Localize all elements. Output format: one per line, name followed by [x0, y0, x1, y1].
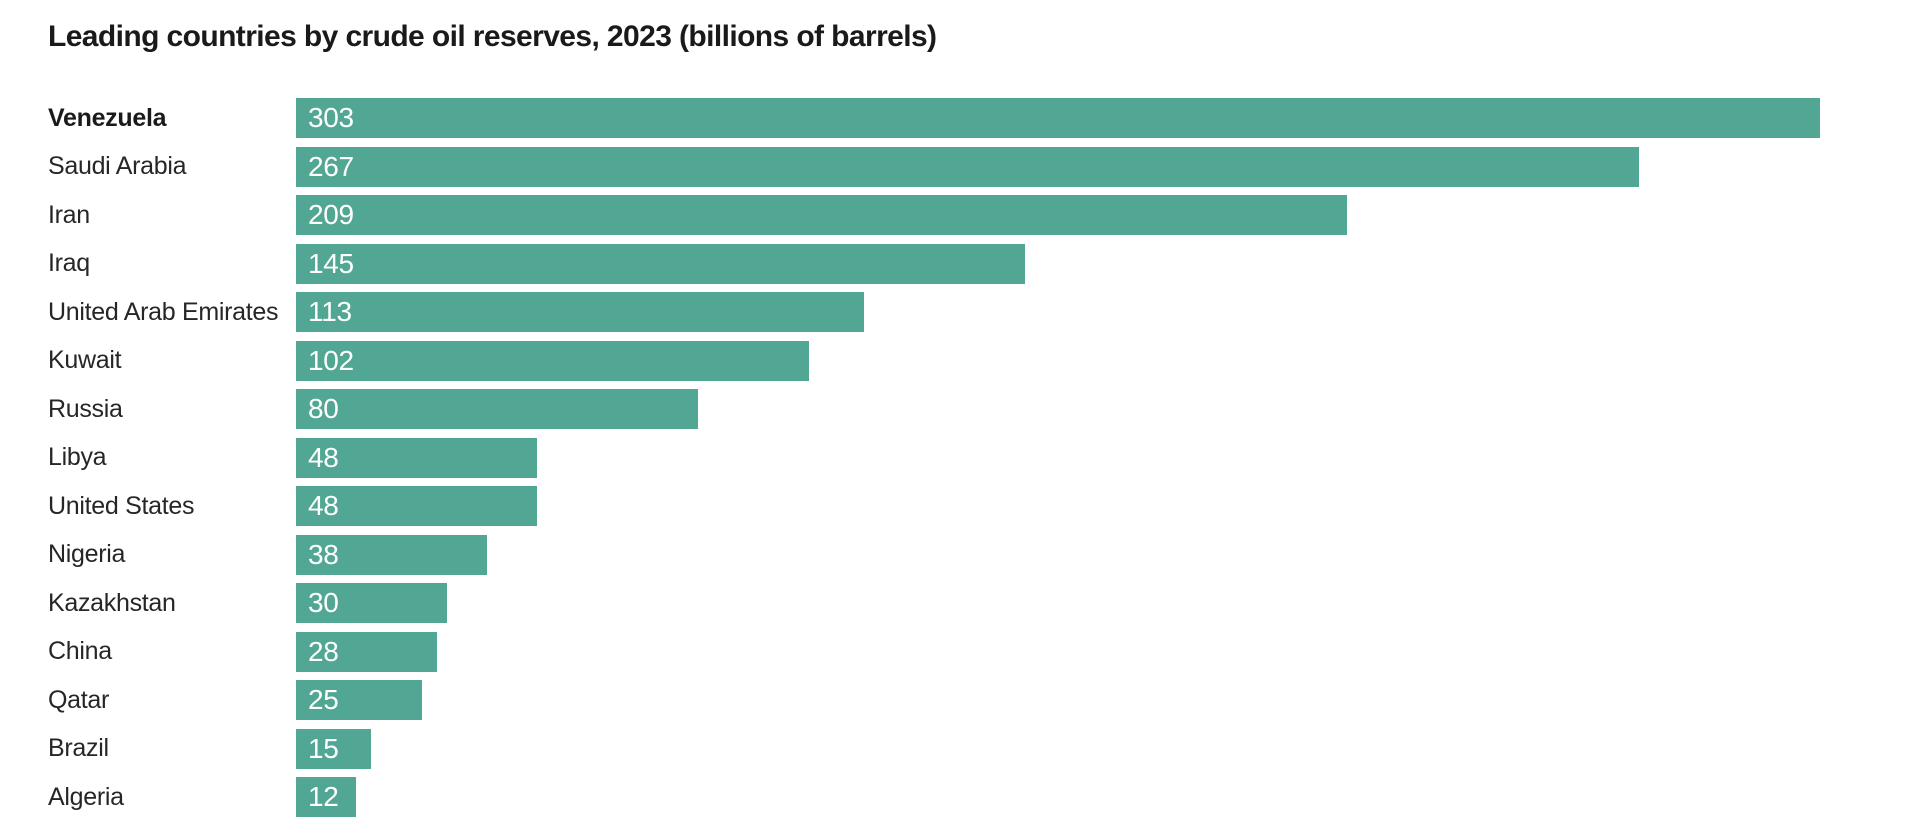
- value-label: 113: [308, 296, 352, 327]
- chart-row: China 28: [0, 631, 1922, 672]
- chart-row: United Arab Emirates 113: [0, 292, 1922, 332]
- value-label: 25: [308, 684, 339, 715]
- chart-row: Iran 209: [0, 195, 1922, 235]
- chart-row: Qatar 25: [0, 680, 1922, 720]
- bar: 48: [296, 486, 538, 526]
- chart-row: Russia 80: [0, 389, 1922, 429]
- chart-row: Kuwait 102: [0, 340, 1922, 381]
- chart-title: Leading countries by crude oil reserves,…: [48, 20, 937, 53]
- value-label: 209: [308, 199, 354, 230]
- bar: 12: [296, 777, 357, 817]
- category-label: Brazil: [48, 734, 109, 762]
- value-label: 303: [308, 102, 354, 133]
- chart-row: Venezuela 303: [0, 98, 1922, 138]
- category-label: China: [48, 637, 112, 665]
- bar: 38: [296, 534, 488, 575]
- value-label: 48: [308, 490, 339, 521]
- chart-row: Algeria 12: [0, 777, 1922, 817]
- category-label: Saudi Arabia: [48, 152, 187, 180]
- category-label: Algeria: [48, 782, 124, 811]
- chart-row: Saudi Arabia 267: [0, 146, 1922, 187]
- chart-row: Iraq 145: [0, 243, 1922, 284]
- category-label: Nigeria: [48, 540, 126, 568]
- bar: 80: [296, 389, 699, 429]
- bar: 303: [296, 98, 1821, 138]
- value-label: 80: [308, 393, 339, 424]
- value-label: 12: [308, 781, 339, 812]
- chart-row: Brazil 15: [0, 728, 1922, 769]
- category-label: United States: [48, 491, 195, 520]
- bar: 48: [296, 437, 538, 478]
- bar-chart: Venezuela 303 Saudi Arabia 267 Iran 209 Iraq 14…: [0, 98, 1922, 826]
- bar: 25: [296, 680, 422, 720]
- bar: 15: [296, 728, 372, 769]
- bar: 102: [296, 340, 810, 381]
- value-label: 28: [308, 635, 339, 667]
- value-label: 48: [308, 441, 339, 473]
- bar: 113: [296, 292, 865, 332]
- value-label: 38: [308, 538, 339, 570]
- category-label: Kuwait: [48, 346, 122, 374]
- category-label: Kazakhstan: [48, 588, 176, 617]
- value-label: 267: [308, 150, 354, 182]
- value-label: 30: [308, 587, 339, 618]
- bar: 209: [296, 195, 1348, 235]
- category-label: Russia: [48, 394, 123, 423]
- value-label: 15: [308, 732, 339, 764]
- category-label: Iraq: [48, 249, 90, 277]
- bar: 145: [296, 243, 1026, 284]
- category-label: Libya: [48, 443, 107, 471]
- value-label: 102: [308, 344, 354, 376]
- bar: 30: [296, 583, 447, 623]
- bar: 28: [296, 631, 437, 672]
- value-label: 145: [308, 247, 354, 279]
- category-label: Venezuela: [48, 103, 167, 132]
- category-label: United Arab Emirates: [48, 297, 279, 326]
- bar: 267: [296, 146, 1639, 187]
- chart-row: Kazakhstan 30: [0, 583, 1922, 623]
- category-label: Qatar: [48, 685, 110, 714]
- chart-row: Libya 48: [0, 437, 1922, 478]
- category-label: Iran: [48, 200, 90, 229]
- chart-row: United States 48: [0, 486, 1922, 526]
- chart-row: Nigeria 38: [0, 534, 1922, 575]
